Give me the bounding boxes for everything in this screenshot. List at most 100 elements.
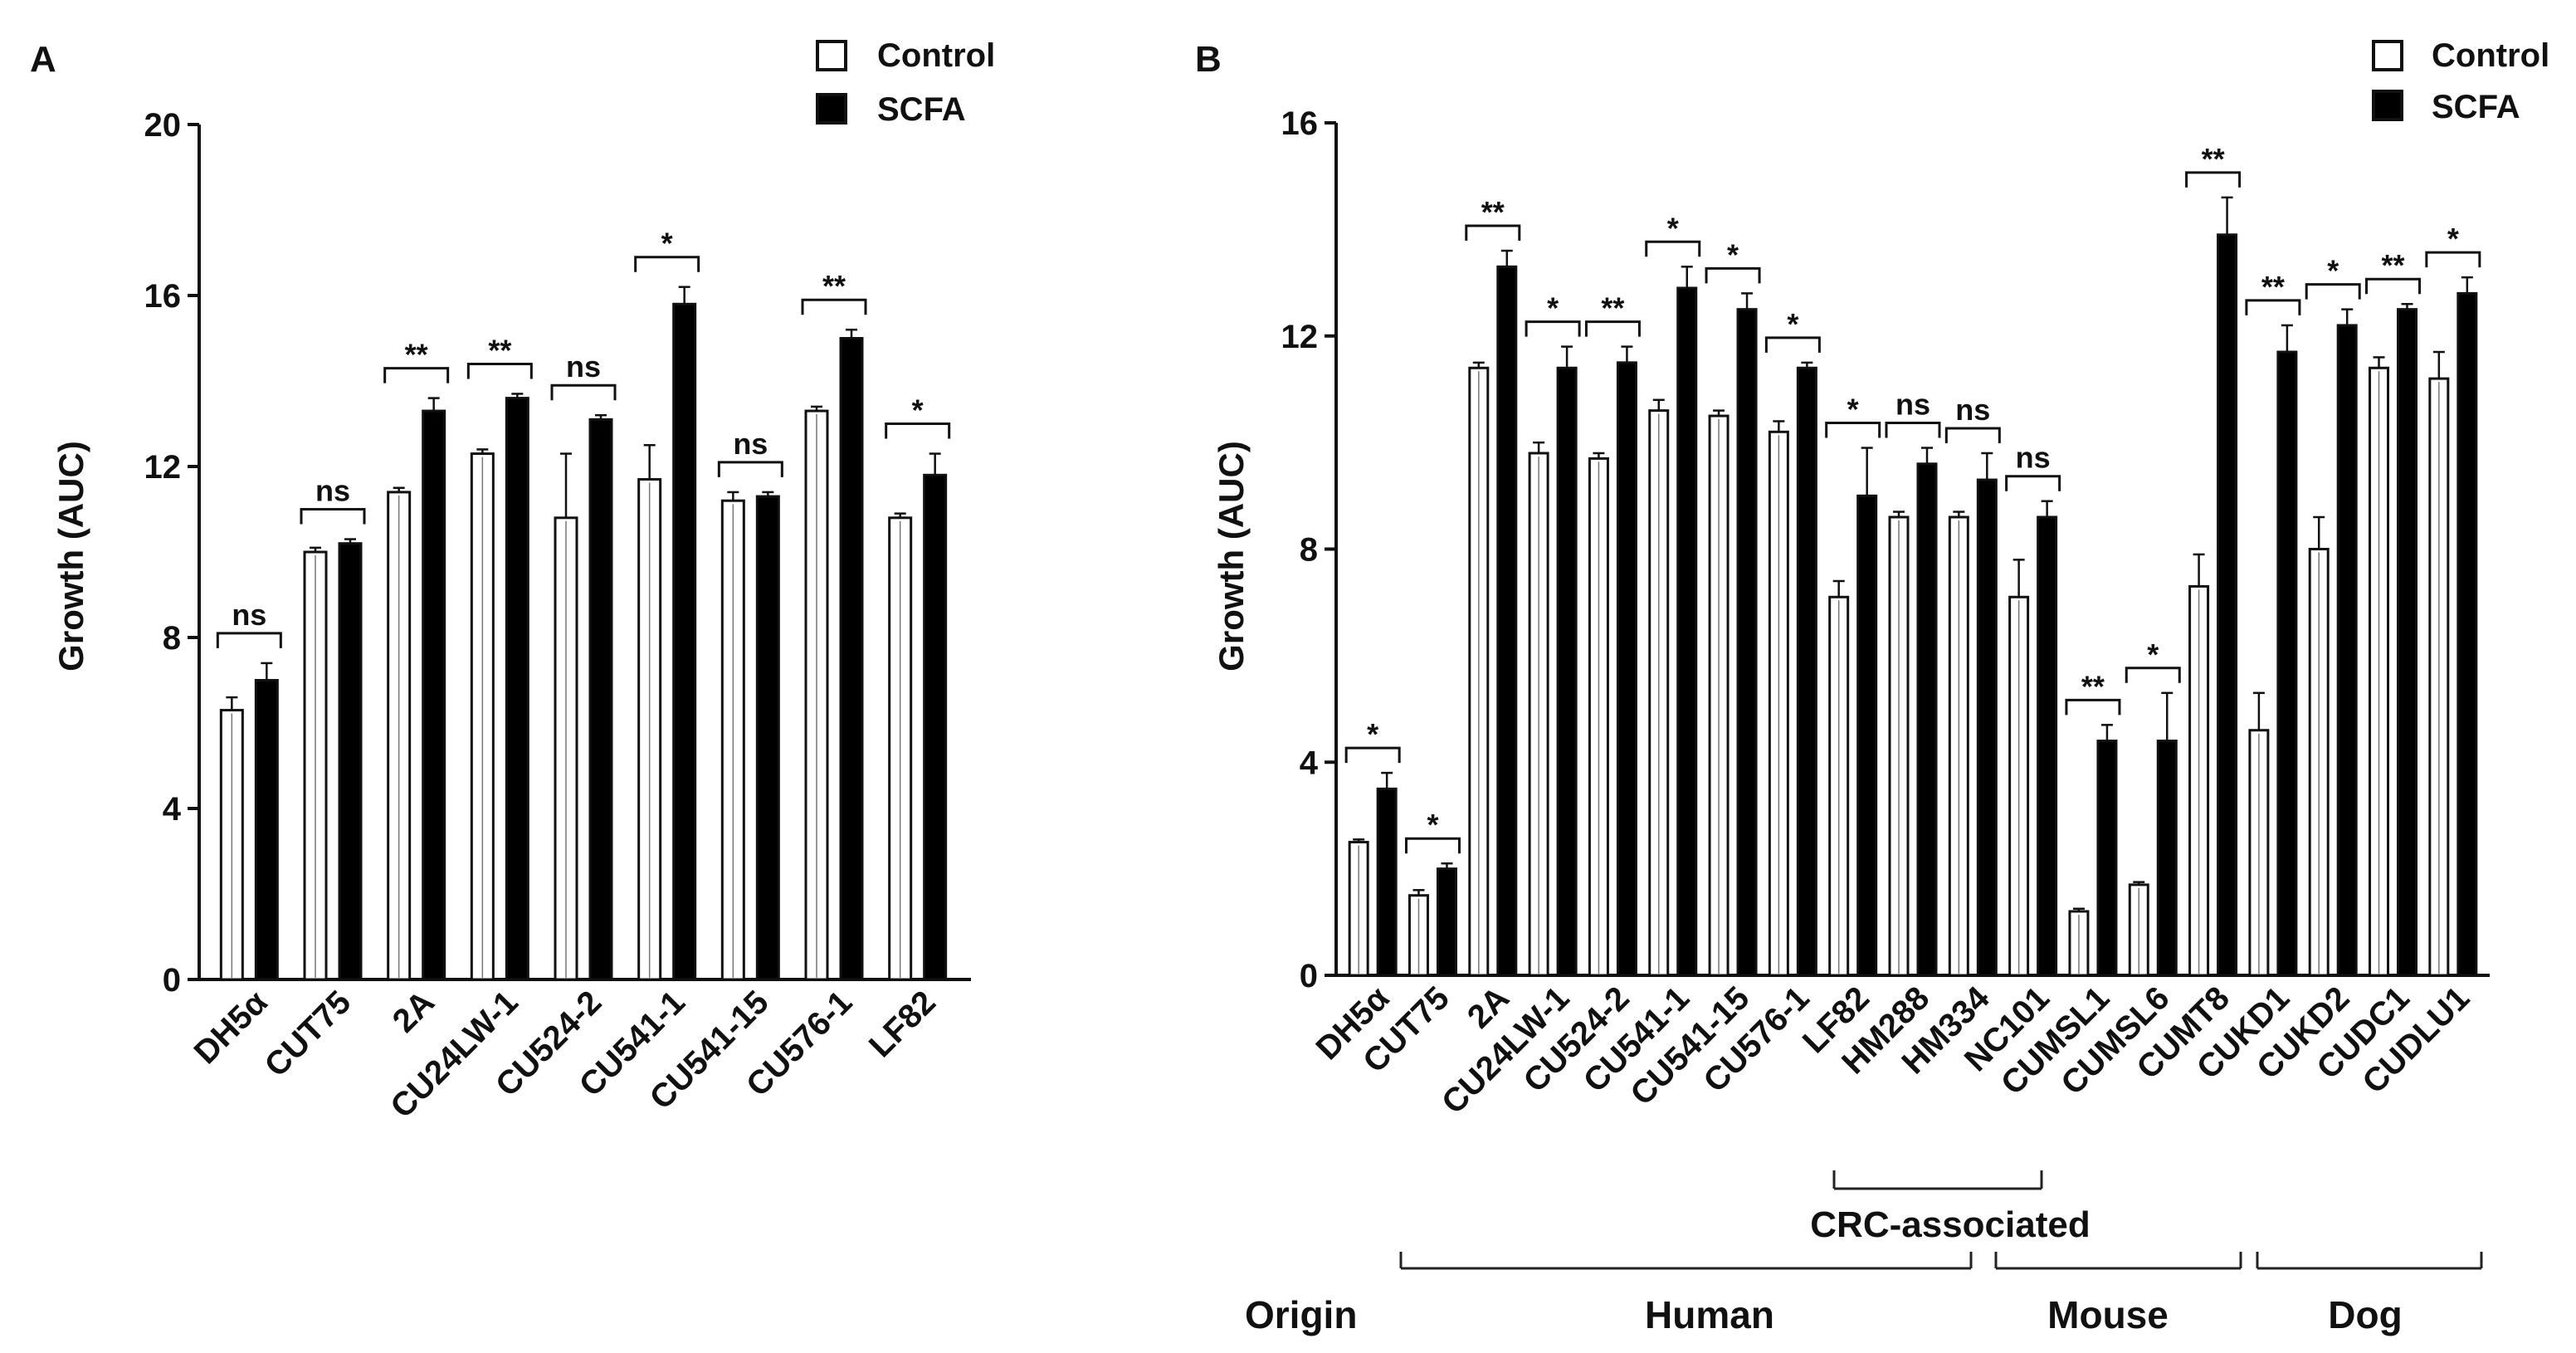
panel-a-legend-swatch-scfa: [816, 93, 847, 125]
origin-label: Origin: [1245, 1293, 1357, 1336]
panel-b-bar-scfa-cudlu1: [2456, 291, 2478, 977]
panel-b-bar-scfa-cu576-1: [1796, 366, 1817, 977]
panel-a-bar-scfa-cut75: [338, 542, 363, 981]
panel-b-sig-label-dh5: *: [1367, 717, 1378, 751]
panel-a-x-tick-label-2a: 2A: [386, 984, 442, 1039]
panel-b-legend-control: Control: [2432, 37, 2549, 74]
panel-a-sig-label-dh5: ns: [232, 598, 266, 632]
origin-dog: Dog: [2328, 1293, 2402, 1336]
panel-a-y-tick-label-4: 4: [163, 791, 182, 828]
panel-a-sig-bracket-cu524-2: [550, 383, 617, 401]
panel-b-sig-bracket-cu524-2: [1584, 320, 1641, 337]
panel-b-y-tick-label-4: 4: [1300, 745, 1319, 781]
panel-b-bar-scfa-dh5: [1376, 787, 1398, 977]
panel-b-bar-scfa-cu524-2: [1616, 361, 1637, 977]
panel-b-legend-swatch-control: [2372, 40, 2403, 71]
panel-b-plot: 0481216*DH5α*CUT75**2A*CU24LW-1**CU524-2…: [1281, 105, 2490, 1121]
panel-b-sig-label-cudc1: **: [2382, 248, 2405, 282]
panel-a-sig-label-cu524-2: ns: [566, 349, 601, 383]
panel-b-bar-scfa-cukd2: [2336, 324, 2358, 977]
panel-b-sig-bracket-dh5: [1344, 746, 1401, 764]
panel-b-sig-label-cukd1: **: [2261, 270, 2285, 304]
panel-b-bar-scfa-nc101: [2037, 515, 2058, 977]
panel-a-bar-scfa-lf82: [923, 473, 948, 981]
panel-b-sig-bracket-cumsl1: [2065, 698, 2121, 716]
panel-b-bar-scfa-cumsl1: [2096, 740, 2118, 977]
panel-b-bar-scfa-hm334: [1976, 478, 1998, 977]
panel-a-sig-bracket-lf82: [885, 423, 951, 439]
panel-b-y-axis-label: Growth (AUC): [1212, 441, 1251, 672]
panel-b-bar-scfa-lf82: [1856, 494, 1878, 977]
panel-a-x-tick-label-cut75: CUT75: [258, 984, 359, 1084]
panel-a-letter: A: [30, 39, 56, 80]
panel-b-bar-scfa-cumsl6: [2156, 740, 2178, 977]
panel-a-sig-bracket-cu541-1: [634, 256, 700, 272]
panel-b-sig-bracket-cudlu1: [2425, 251, 2481, 268]
panel-b-sig-bracket-cumt8: [2185, 171, 2242, 188]
panel-b-sig-bracket-2a: [1465, 224, 1521, 242]
panel-b-bar-scfa-cu24lw-1: [1556, 366, 1578, 977]
panel-b-bar-scfa-2a: [1496, 265, 1518, 977]
panel-b-sig-label-nc101: ns: [2016, 441, 2051, 475]
panel-b-bar-scfa-cu541-1: [1676, 286, 1698, 977]
panel-b-sig-bracket-cu541-15: [1705, 266, 1761, 284]
panel-b-sig-bracket-hm288: [1885, 422, 1941, 438]
panel-a-sig-label-2a: **: [405, 338, 428, 372]
panel-b-sig-bracket-cu24lw-1: [1525, 320, 1581, 337]
panel-b-sig-label-cu24lw-1: *: [1547, 291, 1559, 325]
panel-b-sig-label-cu541-15: *: [1727, 237, 1739, 271]
panel-b-y-tick-label-12: 12: [1281, 319, 1319, 355]
panel-b-bar-scfa-cut75: [1436, 867, 1457, 977]
panel-a-sig-bracket-cu541-15: [717, 461, 783, 477]
panel-b-sig-label-hm288: ns: [1895, 388, 1930, 422]
panel-b-bar-scfa-cumt8: [2217, 233, 2238, 977]
panel-b-sig-bracket-cu541-1: [1645, 240, 1701, 257]
panel-a-bar-scfa-cu576-1: [839, 337, 864, 981]
panel-b-sig-label-cu541-1: *: [1667, 211, 1679, 245]
panel-a-bar-scfa-cu24lw-1: [505, 397, 529, 981]
panel-a-y-tick-label-8: 8: [163, 620, 181, 657]
panel-b-sig-bracket-nc101: [2005, 475, 2061, 491]
panel-a-y-axis-label: Growth (AUC): [51, 441, 90, 672]
panel-a-y-tick-label-0: 0: [163, 962, 181, 999]
panel-b-letter: B: [1195, 39, 1222, 80]
panel-b-sig-label-cu524-2: **: [1601, 291, 1624, 325]
panel-a-y-tick-label-12: 12: [144, 449, 182, 486]
panel-a-legend-swatch-control: [816, 40, 847, 71]
panel-a-y-tick-label-16: 16: [144, 278, 182, 315]
panel-b-y-tick-label-8: 8: [1300, 532, 1318, 569]
panel-b-sig-label-cu576-1: *: [1787, 307, 1798, 341]
panel-b-sig-bracket-cu576-1: [1764, 336, 1821, 353]
panel-a-bar-scfa-dh5: [254, 679, 279, 981]
panel-a-sig-label-cu24lw-1: **: [488, 333, 511, 367]
panel-b: B Growth (AUC) Control SCFA CRC-associat…: [1195, 37, 2549, 1336]
panel-b-legend-swatch-scfa: [2372, 90, 2403, 121]
panel-a: A Growth (AUC) Control SCFA: [30, 37, 995, 672]
panel-b-sig-bracket-cukd1: [2245, 299, 2301, 315]
origin-human: Human: [1645, 1293, 1774, 1336]
panel-b-sig-label-cumsl6: *: [2147, 637, 2159, 672]
panel-b-bar-scfa-hm288: [1916, 462, 1938, 977]
panel-a-sig-label-cut75: ns: [315, 474, 350, 508]
panel-a-sig-bracket-dh5: [216, 632, 282, 648]
panel-a-legend-scfa: SCFA: [877, 91, 966, 128]
crc-associated-label: CRC-associated: [1810, 1204, 2090, 1245]
panel-b-sig-bracket-hm334: [1944, 427, 2001, 443]
panel-b-bar-scfa-cukd1: [2276, 350, 2298, 977]
panel-b-sig-bracket-cut75: [1404, 837, 1461, 854]
panel-a-bar-scfa-cu524-2: [588, 418, 613, 981]
panel-b-y-tick-label-16: 16: [1281, 105, 1319, 142]
panel-b-sig-bracket-cumsl6: [2125, 667, 2181, 683]
panel-b-bar-scfa-cudc1: [2397, 308, 2418, 977]
panel-a-y-tick-label-20: 20: [144, 107, 182, 144]
origin-mouse: Mouse: [2047, 1293, 2169, 1336]
panel-a-x-tick-label-lf82: LF82: [862, 984, 943, 1064]
panel-b-sig-label-hm334: ns: [1955, 393, 1990, 427]
panel-a-sig-bracket-cut75: [300, 508, 366, 525]
panel-b-sig-label-cumsl1: **: [2081, 669, 2105, 703]
panel-a-sig-label-cu576-1: **: [822, 269, 846, 303]
panel-b-legend-scfa: SCFA: [2432, 89, 2520, 125]
panel-a-sig-bracket-cu576-1: [801, 298, 867, 315]
panel-a-sig-bracket-2a: [383, 367, 450, 383]
